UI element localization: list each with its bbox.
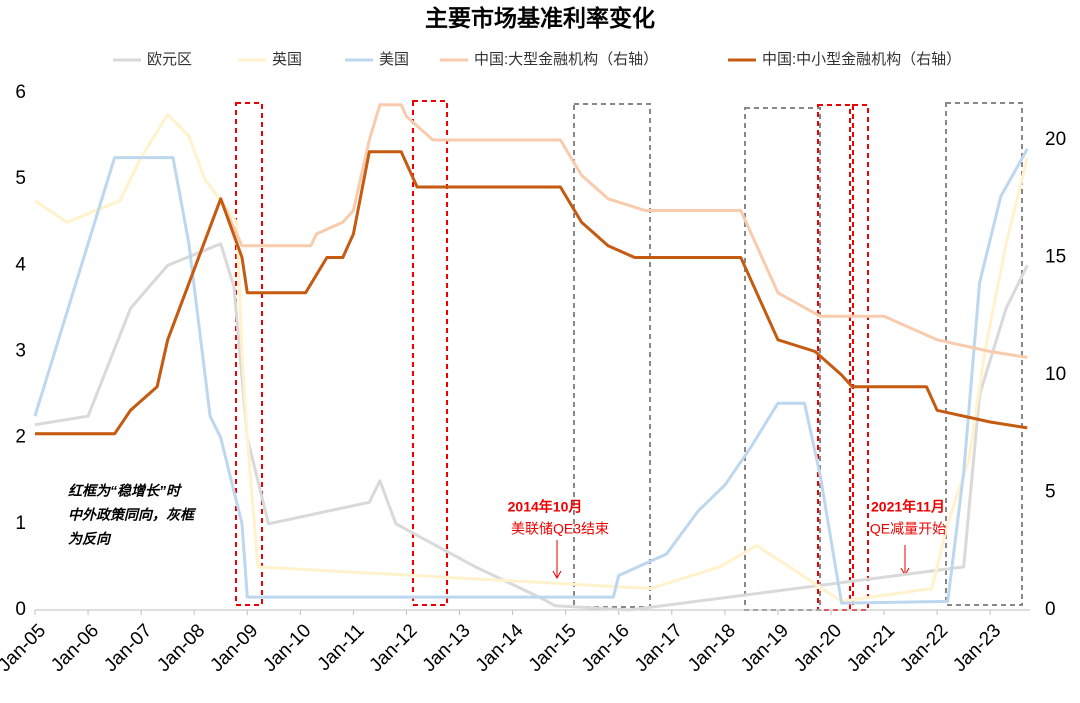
arrow [552, 540, 562, 580]
annotation: 2014年10月 [508, 499, 583, 515]
legend-label: 中国:大型金融机构（右轴） [474, 51, 658, 68]
y2-tick-label: 15 [1045, 247, 1066, 268]
x-tick-label: Jan-05 [0, 620, 50, 676]
arrow [900, 545, 910, 577]
legend-label: 美国 [379, 51, 409, 68]
annotation: 2021年11月 [871, 499, 945, 515]
x-tick-label: Jan-07 [100, 620, 156, 676]
note: 为反向 [68, 531, 112, 547]
red-box [235, 102, 263, 606]
x-tick-label: Jan-19 [737, 620, 793, 676]
red-box [852, 104, 869, 611]
gray-box [945, 102, 1023, 606]
x-tick-label: Jan-10 [259, 620, 315, 676]
note: 红框为“稳增长”时 [68, 483, 183, 499]
gray-box [573, 103, 651, 608]
y-tick-label: 2 [15, 427, 26, 448]
y-tick-label: 3 [15, 341, 26, 362]
series-line [35, 150, 1028, 436]
x-tick-label: Jan-09 [206, 620, 262, 676]
y2-tick-label: 5 [1045, 482, 1056, 503]
x-tick-label: Jan-13 [419, 620, 475, 676]
x-tick-label: Jan-12 [366, 620, 422, 676]
x-tick-label: Jan-11 [314, 620, 369, 675]
annotation: QE减量开始 [870, 521, 946, 537]
red-box [412, 100, 448, 606]
x-tick-label: Jan-08 [153, 620, 209, 676]
y2-tick-label: 0 [1045, 599, 1056, 620]
y2-tick-label: 10 [1045, 364, 1066, 385]
x-tick-label: Jan-15 [525, 620, 581, 676]
x-tick-label: Jan-20 [790, 620, 846, 676]
legend-label: 中国:中小型金融机构（右轴） [762, 51, 961, 68]
series-line [33, 148, 1029, 605]
chart-title: 主要市场基准利率变化 [425, 5, 655, 31]
x-tick-label: Jan-18 [684, 620, 740, 676]
gray-box [744, 107, 821, 611]
x-tick-label: Jan-22 [896, 620, 952, 676]
note: 中外政策同向，灰框 [68, 507, 197, 523]
x-tick-label: Jan-23 [949, 620, 1005, 676]
y2-tick-label: 20 [1045, 129, 1066, 150]
y-tick-label: 6 [15, 82, 26, 103]
y-tick-label: 4 [15, 254, 26, 275]
x-tick-label: Jan-14 [472, 620, 528, 676]
legend-label: 欧元区 [147, 51, 192, 68]
x-tick-label: Jan-21 [843, 620, 899, 676]
y-tick-label: 1 [15, 513, 26, 534]
series-line [34, 242, 1029, 612]
y-tick-label: 0 [15, 599, 26, 620]
y-tick-label: 5 [15, 168, 26, 189]
x-tick-label: Jan-06 [47, 620, 103, 676]
x-tick-label: Jan-17 [631, 620, 687, 676]
x-tick-label: Jan-16 [578, 620, 634, 676]
legend-label: 英国 [272, 50, 302, 68]
series-line [35, 103, 1028, 436]
annotation: 美联储QE3结束 [511, 521, 609, 537]
